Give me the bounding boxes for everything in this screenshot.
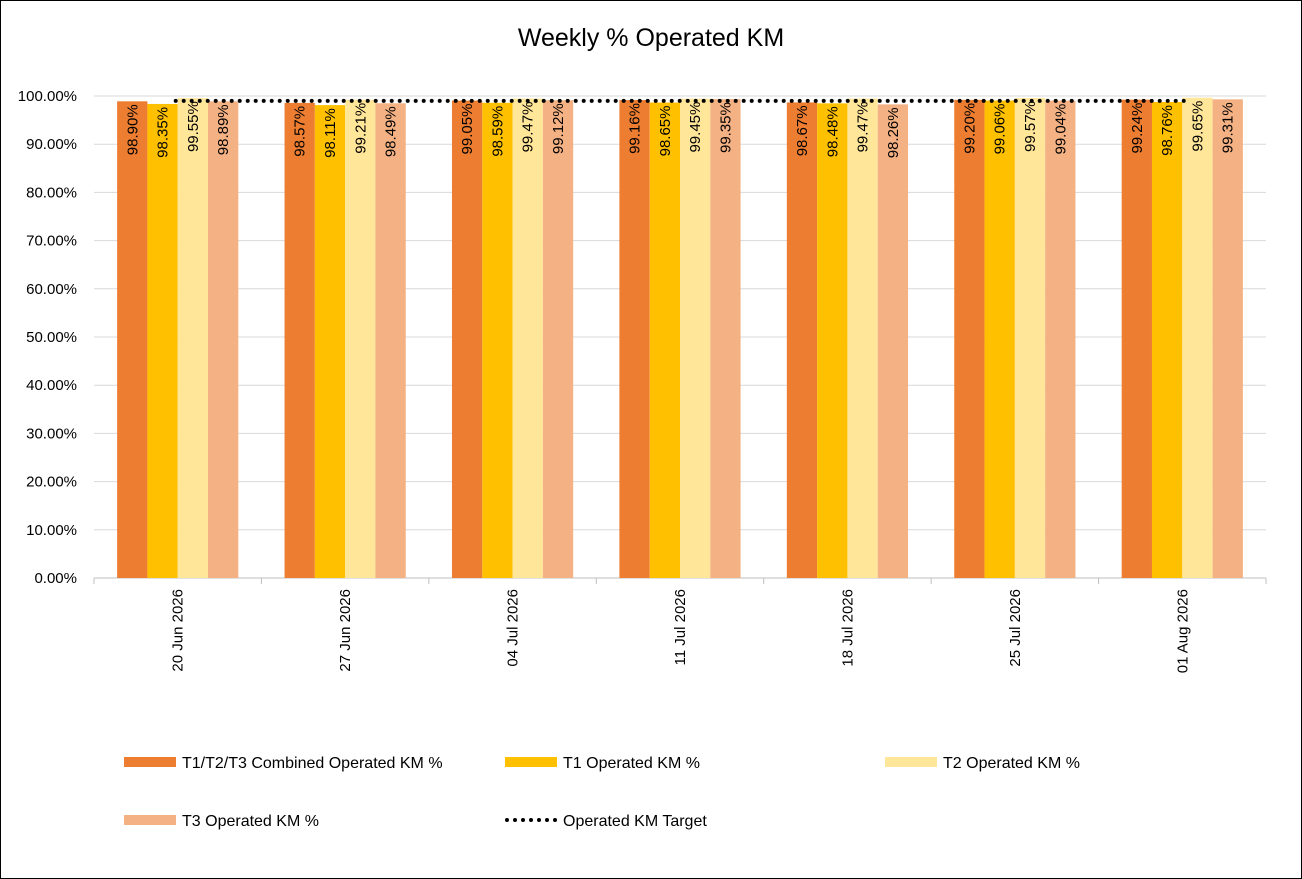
- y-tick-label: 0.00%: [34, 570, 77, 587]
- x-tick-label: 25 Jul 2026: [1007, 589, 1024, 667]
- bar-4-4: [710, 99, 741, 579]
- data-label: 99.04%: [1052, 104, 1069, 155]
- legend-label: Operated KM Target: [563, 813, 707, 830]
- data-label: 98.57%: [292, 106, 309, 157]
- x-tick-label: 11 Jul 2026: [672, 589, 689, 665]
- x-tick-label: 04 Jul 2026: [505, 589, 522, 667]
- data-label: 99.05%: [459, 104, 476, 155]
- legend-label: T3 Operated KM %: [182, 813, 319, 830]
- y-axis: 0.00% 10.00% 20.00% 30.00% 40.00% 50.00% 60.00…: [18, 88, 77, 587]
- data-label: 98.59%: [489, 106, 506, 157]
- bar-3-3: [512, 98, 543, 579]
- data-label: 98.90%: [124, 104, 141, 155]
- bar-2-3: [482, 102, 513, 578]
- x-tick-label: 01 Aug 2026: [1174, 589, 1191, 673]
- bar-2-6: [984, 100, 1015, 579]
- bar-2-2: [314, 105, 346, 578]
- data-label: 98.49%: [383, 106, 400, 157]
- legend-swatch: [124, 757, 176, 767]
- x-tick-label: 18 Jul 2026: [839, 589, 856, 667]
- data-label: 99.55%: [185, 101, 202, 152]
- legend-label: T2 Operated KM %: [943, 755, 1080, 772]
- bar-1-2: [284, 102, 315, 578]
- bar-1-6: [954, 99, 985, 578]
- data-label: 99.06%: [992, 104, 1009, 155]
- y-tick-label: 60.00%: [26, 281, 77, 298]
- bar-4-7: [1212, 99, 1243, 578]
- y-tick-label: 40.00%: [26, 377, 77, 394]
- data-label: 98.35%: [155, 107, 172, 158]
- bar-1-5: [786, 102, 818, 579]
- data-label: 99.16%: [627, 103, 644, 154]
- bar-1-1: [117, 101, 148, 578]
- legend-label: T1/T2/T3 Combined Operated KM %: [182, 755, 443, 772]
- data-label: 99.24%: [1129, 103, 1146, 154]
- data-label: 99.65%: [1189, 101, 1206, 152]
- bar-1-3: [451, 100, 483, 578]
- y-tick-label: 90.00%: [26, 136, 77, 153]
- data-label: 99.21%: [352, 103, 369, 154]
- legend: T1/T2/T3 Combined Operated KM % T1 Operat…: [124, 755, 1080, 830]
- y-tick-label: 70.00%: [26, 233, 77, 250]
- y-tick-label: 20.00%: [26, 474, 77, 491]
- bar-3-5: [847, 98, 878, 579]
- bar-2-5: [817, 103, 848, 578]
- x-axis: 20 Jun 2026 27 Jun 2026 04 Jul 2026 11 Jul …: [93, 578, 1267, 673]
- y-tick-label: 50.00%: [26, 329, 77, 346]
- y-tick-label: 100.00%: [18, 88, 77, 105]
- y-tick-label: 10.00%: [26, 522, 77, 539]
- data-label: 99.47%: [520, 102, 537, 153]
- data-label: 99.20%: [961, 103, 978, 154]
- bar-1-7: [1121, 99, 1152, 578]
- bar-3-2: [345, 99, 376, 578]
- data-label: 99.31%: [1220, 102, 1237, 153]
- data-label: 98.65%: [657, 106, 674, 157]
- bar-1-4: [619, 100, 650, 578]
- bar-4-3: [542, 100, 574, 578]
- data-label: 98.89%: [215, 104, 232, 155]
- data-label: 99.47%: [855, 102, 872, 153]
- legend-label: T1 Operated KM %: [563, 755, 700, 772]
- legend-swatch: [124, 815, 176, 825]
- legend-swatch: [885, 757, 937, 767]
- bar-4-2: [375, 103, 406, 578]
- bar-2-1: [147, 103, 178, 578]
- bar-4-6: [1045, 100, 1076, 578]
- chart-title: Weekly % Operated KM: [518, 24, 784, 52]
- legend-swatch: [505, 757, 557, 767]
- data-label: 99.57%: [1022, 101, 1039, 152]
- bar-2-7: [1151, 101, 1183, 578]
- x-tick-label: 20 Jun 2026: [170, 589, 187, 672]
- bar-3-1: [177, 98, 209, 578]
- data-label: 98.76%: [1159, 105, 1176, 156]
- bar-4-5: [877, 104, 909, 578]
- bars: [117, 97, 1243, 579]
- bar-3-7: [1182, 97, 1213, 578]
- bar-4-1: [208, 101, 239, 579]
- x-tick-label: 27 Jun 2026: [337, 589, 354, 672]
- bar-3-4: [680, 98, 711, 578]
- data-label: 98.48%: [824, 106, 841, 157]
- y-tick-label: 80.00%: [26, 184, 77, 201]
- bar-2-4: [649, 102, 680, 578]
- data-label: 98.26%: [885, 107, 902, 158]
- data-label: 99.35%: [717, 102, 734, 153]
- bar-3-6: [1014, 98, 1046, 578]
- data-label: 98.11%: [322, 108, 339, 158]
- data-label: 99.12%: [550, 103, 567, 154]
- data-labels: 98.90% 98.35% 99.55% 98.89% 98.57% 98.11% 99.2…: [124, 101, 1236, 159]
- data-label: 98.67%: [794, 105, 811, 156]
- y-tick-label: 30.00%: [26, 425, 77, 442]
- data-label: 99.45%: [687, 102, 704, 153]
